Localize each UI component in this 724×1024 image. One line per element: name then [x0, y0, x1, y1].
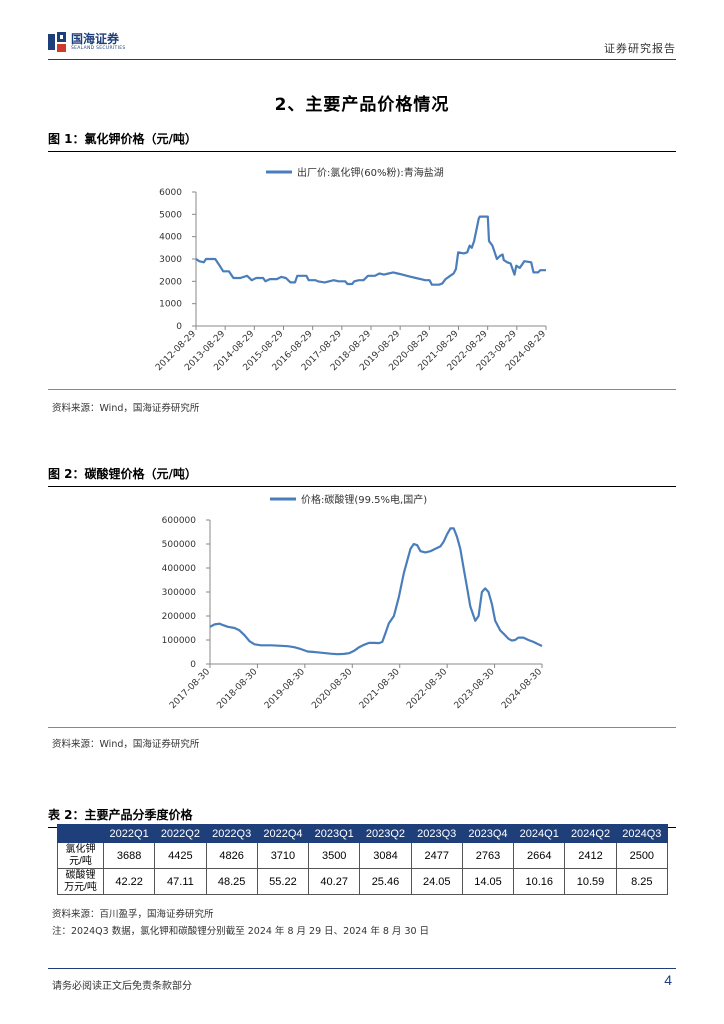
- table-cell: 2763: [461, 842, 515, 869]
- table-row: 碳酸锂 万元/吨 42.22 47.11 48.25 55.22 40.27 25.46 24.…: [57, 868, 669, 895]
- potash-price-chart: 出厂价:氯化钾(60%粉):青海盐湖 0 1000 2000 3000 4000 5000 6…: [154, 166, 548, 373]
- y-tick-label: 2000: [159, 277, 182, 287]
- y-tick-label: 0: [190, 660, 196, 670]
- lithium-carbonate-price-chart: 价格:碳酸锂(99.5%电,国产) 0 100000 200000 300000 4000…: [162, 493, 545, 711]
- table-row: 氯化钾 元/吨 3688 4425 4826 3710 3500 3084 2477 2763 26…: [57, 842, 669, 869]
- x-tick-label: 2019-08-30: [263, 667, 307, 711]
- series-line: [209, 527, 543, 656]
- footer-divider: [48, 968, 676, 969]
- figure2-source: 资料来源：Wind，国海证券研究所: [52, 739, 200, 750]
- table-cell: 55.22: [256, 868, 310, 895]
- table-cell: 10.16: [513, 868, 566, 895]
- table-corner-cell: [57, 824, 104, 843]
- table-column-header: 2024Q2: [564, 824, 617, 843]
- table-row-label: 碳酸锂 万元/吨: [57, 868, 104, 895]
- table-cell: 8.25: [615, 868, 669, 895]
- page-number: 4: [664, 972, 672, 988]
- y-tick-label: 0: [176, 322, 182, 332]
- logo-icon: [48, 32, 66, 52]
- table-header-row: 2022Q1 2022Q2 2022Q3 2022Q4 2023Q1 2023Q2 2023…: [57, 824, 669, 843]
- y-tick-label: 600000: [162, 516, 197, 526]
- y-tick-label: 500000: [162, 540, 197, 550]
- quarterly-price-table: 2022Q1 2022Q2 2022Q3 2022Q4 2023Q1 2023Q2 2023…: [48, 824, 676, 895]
- table-column-header: 2024Q3: [615, 824, 669, 843]
- table-cell: 3084: [359, 842, 412, 869]
- legend-label: 出厂价:氯化钾(60%粉):青海盐湖: [297, 166, 444, 179]
- page-header: 国海证券 SEALAND SECURITIES 证券研究报告: [48, 28, 676, 60]
- table-column-header: 2023Q2: [359, 824, 412, 843]
- table-cell: 2500: [615, 842, 669, 869]
- y-tick-label: 3000: [159, 255, 182, 265]
- x-tick-label: 2023-08-30: [453, 667, 497, 711]
- x-tick-label: 2020-08-30: [310, 667, 354, 711]
- table-cell: 4826: [205, 842, 258, 869]
- footer-disclaimer: 请务必阅读正文后免责条款部分: [52, 981, 192, 992]
- table-cell: 42.22: [102, 868, 156, 895]
- series-line: [195, 215, 546, 286]
- table-cell: 47.11: [154, 868, 207, 895]
- table-row-label: 氯化钾 元/吨: [57, 842, 104, 869]
- table-cell: 3688: [102, 842, 156, 869]
- table-cell: 3500: [308, 842, 361, 869]
- table-column-header: 2022Q4: [256, 824, 310, 843]
- y-tick-label: 6000: [159, 188, 182, 198]
- table2-note: 注：2024Q3 数据，氯化钾和碳酸锂分别截至 2024 年 8 月 29 日、…: [52, 926, 430, 937]
- company-logo: 国海证券 SEALAND SECURITIES: [48, 30, 126, 54]
- table-cell: 10.59: [564, 868, 617, 895]
- y-tick-label: 400000: [162, 564, 197, 574]
- table-cell: 4425: [154, 842, 207, 869]
- x-tick-label: 2022-08-30: [405, 667, 449, 711]
- table-column-header: 2024Q1: [513, 824, 566, 843]
- figure2-title: 图 2：碳酸锂价格（元/吨）: [48, 465, 676, 487]
- table-cell: 48.25: [205, 868, 258, 895]
- table-cell: 2477: [410, 842, 463, 869]
- y-tick-label: 5000: [159, 210, 182, 220]
- logo-name-cn: 国海证券: [71, 31, 120, 46]
- table-column-header: 2022Q2: [154, 824, 207, 843]
- doc-type-label: 证券研究报告: [604, 42, 676, 55]
- y-tick-label: 1000: [159, 300, 182, 310]
- table-cell: 3710: [256, 842, 310, 869]
- table-cell: 2664: [513, 842, 566, 869]
- table-cell: 40.27: [308, 868, 361, 895]
- table-body: 氯化钾 元/吨 3688 4425 4826 3710 3500 3084 2477 2763 26…: [57, 842, 669, 895]
- figure1-frame: 出厂价:氯化钾(60%粉):青海盐湖 0 1000 2000 3000 4000 5000 6…: [48, 150, 676, 390]
- x-tick-label: 2024-08-30: [500, 667, 544, 711]
- table-column-header: 2023Q3: [410, 824, 463, 843]
- table-column-header: 2023Q1: [308, 824, 361, 843]
- y-tick-label: 200000: [162, 612, 197, 622]
- y-tick-label: 100000: [162, 636, 197, 646]
- table-column-header: 2022Q1: [102, 824, 156, 843]
- y-tick-label: 4000: [159, 233, 182, 243]
- table2-source: 资料来源：百川盈孚，国海证券研究所: [52, 909, 214, 920]
- section-title: 2、主要产品价格情况: [274, 95, 450, 115]
- x-tick-label: 2018-08-30: [215, 667, 259, 711]
- x-tick-label: 2017-08-30: [168, 667, 212, 711]
- y-tick-label: 300000: [162, 588, 197, 598]
- table-column-header: 2022Q3: [205, 824, 258, 843]
- table-cell: 24.05: [410, 868, 463, 895]
- table-cell: 14.05: [461, 868, 515, 895]
- table-cell: 25.46: [359, 868, 412, 895]
- table-cell: 2412: [564, 842, 617, 869]
- x-tick-label: 2021-08-30: [358, 667, 402, 711]
- logo-name-en: SEALAND SECURITIES: [71, 45, 126, 51]
- figure1-source: 资料来源：Wind，国海证券研究所: [52, 403, 200, 414]
- table-column-header: 2023Q4: [461, 824, 515, 843]
- figure1-title: 图 1：氯化钾价格（元/吨）: [48, 130, 676, 152]
- legend-label: 价格:碳酸锂(99.5%电,国产): [301, 493, 427, 506]
- figure2-frame: 价格:碳酸锂(99.5%电,国产) 0 100000 200000 300000 4000…: [48, 485, 676, 728]
